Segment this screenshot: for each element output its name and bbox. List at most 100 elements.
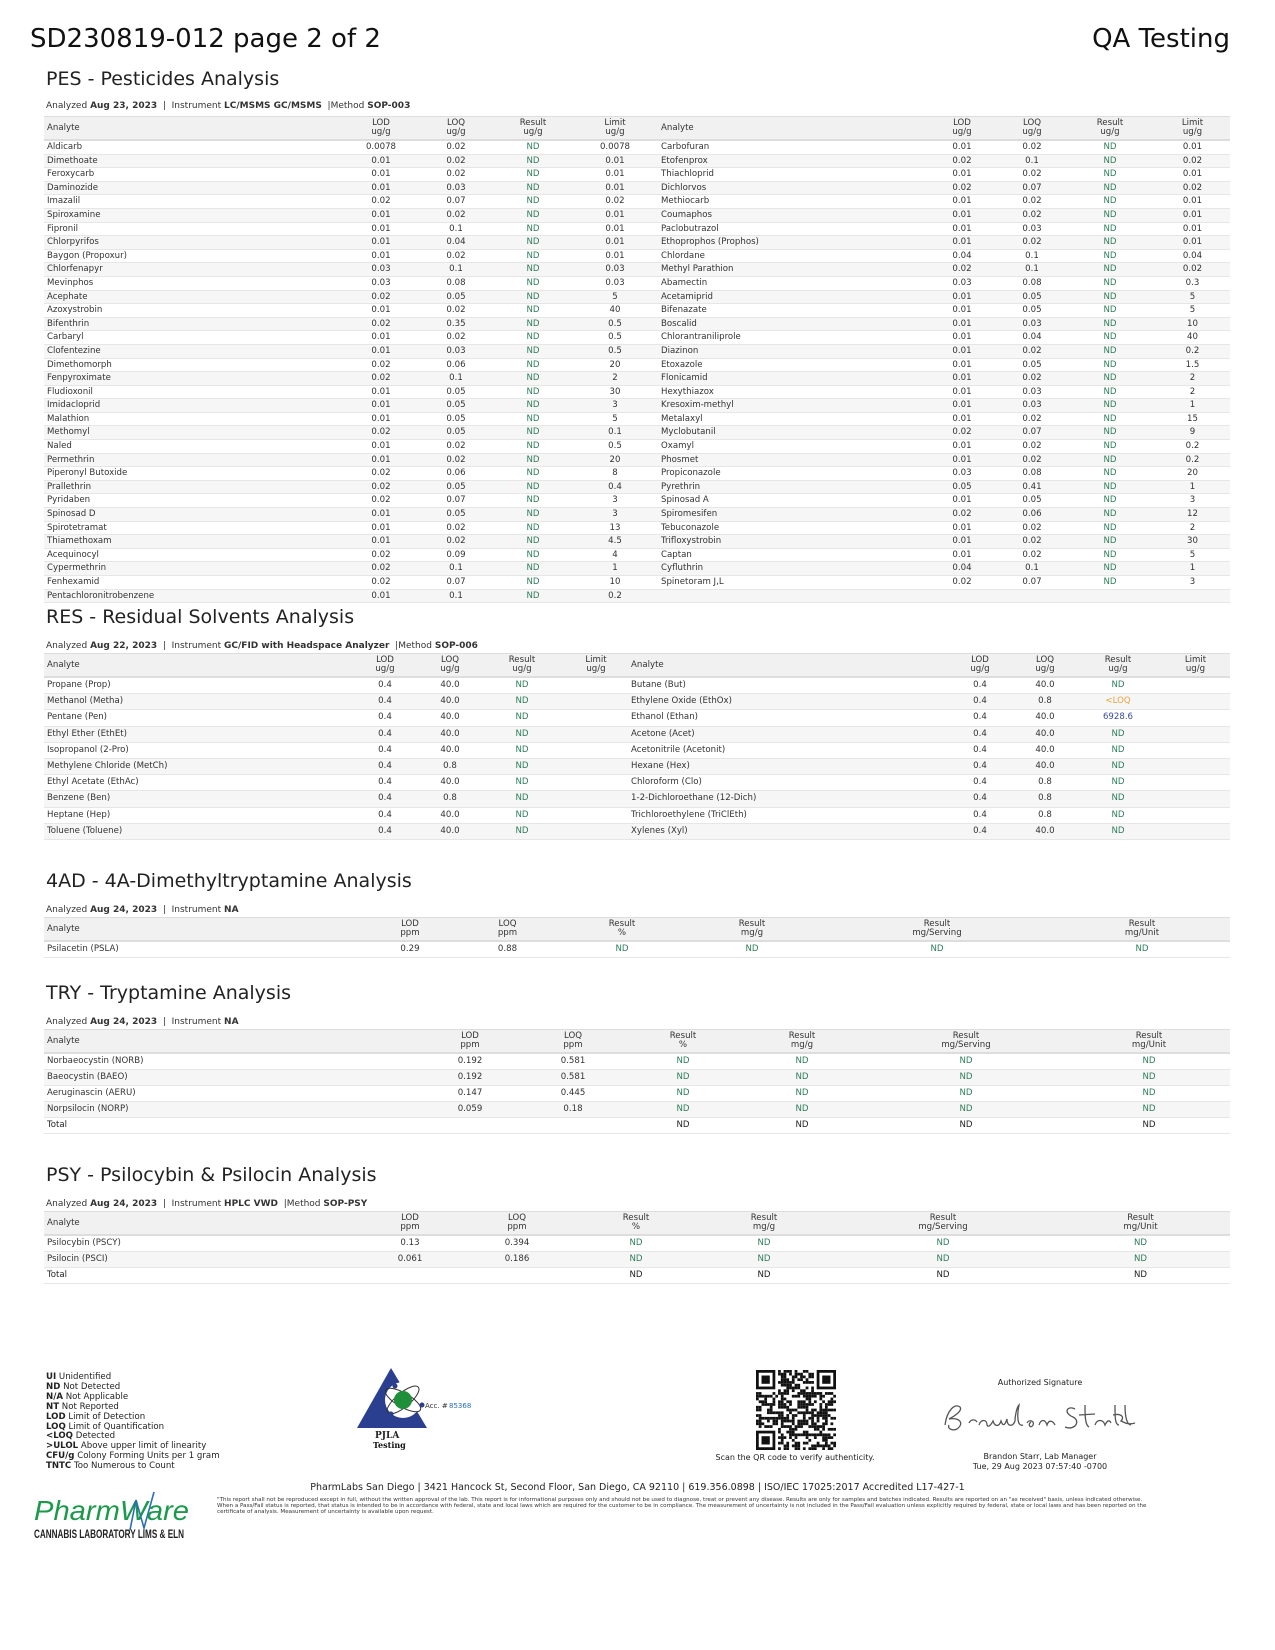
cell-value: ND — [526, 522, 540, 533]
analyte-name: Total — [44, 1117, 420, 1134]
cell-value — [564, 742, 628, 758]
cell-value: 0.02 — [446, 536, 466, 547]
cell-value: 0.1 — [1025, 155, 1039, 166]
analyte-name: Phosmet — [661, 454, 699, 465]
cell-value: 0.01 — [952, 400, 972, 411]
column-header: LOD ppm — [365, 1211, 455, 1236]
column-header: LOD ug/g — [350, 653, 420, 678]
cell-value — [1161, 742, 1230, 758]
cell-value: ND — [676, 1072, 690, 1082]
analyte-name: Aeruginascin (AERU) — [47, 1088, 136, 1098]
cell-value: 3 — [612, 509, 618, 520]
cell-value: 0.03 — [371, 264, 391, 275]
cell-value: 0.05 — [1022, 291, 1042, 302]
cell-value: 0.03 — [1022, 223, 1042, 234]
cell-value: 40.0 — [1035, 680, 1055, 690]
cell-value: 0.02 — [952, 577, 972, 587]
cell-value: 40.0 — [1035, 825, 1055, 836]
table-row: Toluene (Toluene) 0.4 40.0 ND Xylenes (Xyl) 0… — [44, 823, 1230, 840]
cell-value: ND — [515, 696, 529, 707]
legend-abbr: N/A — [46, 1391, 63, 1402]
cell-value: 1 — [1189, 400, 1196, 411]
cell-value — [1161, 791, 1230, 807]
table-row: Daminozide 0.01 0.03 ND 0.01 Dichlorvos 0.02 0.… — [44, 181, 1230, 195]
cell-value: 0.5 — [608, 441, 622, 452]
cell-value: 40.0 — [440, 696, 460, 707]
cell-value: 0.01 — [371, 345, 391, 356]
analyte-name: Methiocarb — [661, 196, 710, 207]
analyte-name: 1-2-Dichloroethane (12-Dich) — [631, 793, 757, 804]
cell-value: 0.1 — [449, 223, 463, 234]
cell-value: ND — [526, 373, 540, 384]
cell-value: 0.02 — [446, 155, 466, 166]
cell-value: 0.02 — [1022, 373, 1042, 384]
table-row: Imazalil 0.02 0.07 ND 0.02 Methiocarb 0.01 0.02… — [44, 195, 1230, 209]
pjla-logo-sub: Testing — [373, 1440, 406, 1450]
cell-value: ND — [1111, 809, 1125, 820]
cell-value: 0.02 — [371, 468, 391, 479]
analyte-name: Psilocin (PSCI) — [47, 1254, 108, 1264]
cell-value: ND — [1142, 1104, 1156, 1114]
cell-value: 0.8 — [443, 761, 457, 772]
cell-value: 0.02 — [371, 549, 391, 560]
cell-value: 0.01 — [371, 237, 391, 248]
cell-value: 0.4 — [973, 728, 987, 739]
analyte-name: Bifenthrin — [47, 318, 90, 329]
results-table-try: Analyte LOD ppm LOQ ppm Result% Result mg/g Resu… — [44, 1029, 1230, 1134]
method-value: SOP-006 — [434, 641, 478, 651]
table-row: Heptane (Hep) 0.4 40.0 ND Trichloroethylene … — [44, 807, 1230, 824]
cell-value: <LOQ — [1105, 696, 1131, 707]
cell-value: ND — [526, 536, 540, 547]
cell-value: 0.04 — [952, 250, 972, 261]
cell-value: 0.07 — [446, 196, 466, 207]
cell-value: ND — [526, 495, 540, 506]
cell-value: 0.02 — [371, 291, 391, 302]
cell-value: 0.03 — [446, 182, 466, 193]
cell-value: ND — [930, 944, 944, 954]
table-row: Isopropanol (2-Pro) 0.4 40.0 ND Acetonitrile… — [44, 742, 1230, 759]
cell-value: 0.03 — [952, 277, 972, 288]
cell-value: 0.01 — [952, 373, 972, 384]
cell-value: 0.07 — [446, 495, 466, 506]
table-row: Norpsilocin (NORP) 0.059 0.18 ND ND ND ND — [44, 1101, 1230, 1118]
cell-value: 0.4 — [608, 481, 622, 492]
analyte-name: Pentachloronitrobenzene — [47, 590, 155, 601]
table-row: Spinosad D 0.01 0.05 ND 3 Spiromesifen 0.02 0.0… — [44, 507, 1230, 522]
cell-value: 0.02 — [446, 169, 466, 180]
cell-value: 0.01 — [1182, 209, 1203, 220]
section-title-psy: PSY - Psilocybin & Psilocin Analysis — [46, 1164, 377, 1186]
cell-value: 40 — [609, 305, 621, 316]
cell-value: 0.02 — [446, 209, 466, 220]
cell-value: ND — [515, 728, 529, 739]
analyte-name: Baygon (Propoxur) — [47, 250, 127, 261]
analyte-name: Pyridaben — [47, 495, 91, 506]
cell-value: 0.05 — [446, 386, 466, 397]
cell-value: 0.01 — [952, 332, 972, 343]
cell-value: 0.0078 — [599, 142, 631, 152]
analyte-name: Permethrin — [47, 454, 95, 465]
cell-value: ND — [1068, 1117, 1230, 1134]
analyzed-label: Analyzed — [46, 101, 88, 111]
cell-value: ND — [526, 209, 540, 220]
cell-value: ND — [526, 291, 540, 302]
cell-value: 0.02 — [1022, 345, 1042, 356]
cell-value: 0.8 — [443, 793, 457, 804]
analyte-name: Acequinocyl — [47, 549, 99, 560]
analyte-name: Ethyl Acetate (EthAc) — [47, 777, 139, 788]
legend-text: Limit of Quantification — [68, 1421, 165, 1432]
cell-value: 0.02 — [371, 495, 391, 506]
cell-value: 4 — [612, 549, 618, 560]
cell-value: 0.1 — [449, 373, 463, 384]
cell-value: ND — [1103, 536, 1117, 547]
cell-value: 0.1 — [1025, 563, 1039, 574]
table-row: Pentane (Pen) 0.4 40.0 ND Ethanol (Ethan) 0.4… — [44, 710, 1230, 727]
column-header: LOD ppm — [365, 917, 455, 942]
cell-value: 0.03 — [446, 345, 466, 356]
cell-value: 0.03 — [1022, 318, 1042, 329]
verification-qr-code[interactable] — [756, 1370, 836, 1450]
cell-value: ND — [526, 196, 540, 207]
table-row: Norbaeocystin (NORB) 0.192 0.581 ND ND ND ND — [44, 1053, 1230, 1070]
cell-value: 0.01 — [605, 169, 625, 180]
cell-value: 0.01 — [605, 182, 625, 193]
analyte-name: Carbaryl — [47, 332, 84, 343]
